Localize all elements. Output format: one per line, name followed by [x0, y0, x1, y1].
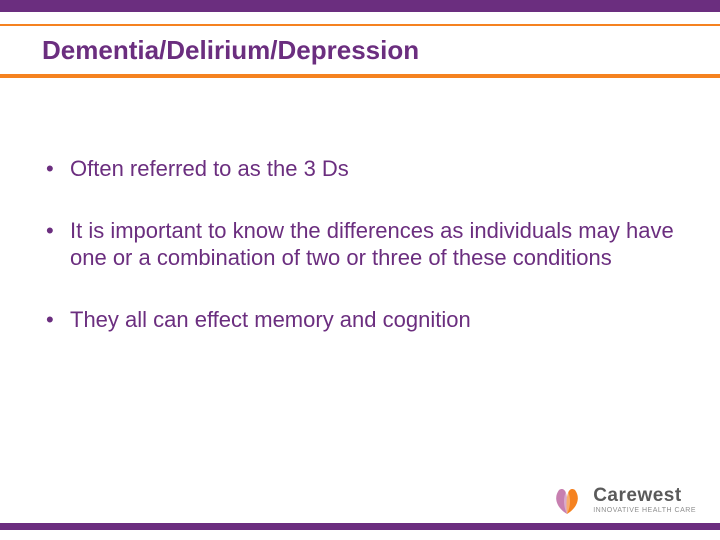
slide-title: Dementia/Delirium/Depression — [42, 35, 419, 66]
top-accent-bar — [0, 0, 720, 12]
logo-tagline: INNOVATIVE HEALTH CARE — [593, 507, 696, 514]
title-band: Dementia/Delirium/Depression — [0, 24, 720, 78]
bullet-item: It is important to know the differences … — [42, 217, 678, 272]
content-area: Often referred to as the 3 Ds It is impo… — [42, 155, 678, 367]
logo-mark-icon — [547, 484, 587, 516]
logo-name: Carewest — [593, 486, 696, 505]
bullet-list: Often referred to as the 3 Ds It is impo… — [42, 155, 678, 333]
slide: Dementia/Delirium/Depression Often refer… — [0, 0, 720, 540]
logo-text: Carewest INNOVATIVE HEALTH CARE — [593, 486, 696, 514]
bullet-item: They all can effect memory and cognition — [42, 306, 678, 334]
logo: Carewest INNOVATIVE HEALTH CARE — [547, 484, 696, 516]
bottom-accent-bar — [0, 523, 720, 530]
bullet-item: Often referred to as the 3 Ds — [42, 155, 678, 183]
